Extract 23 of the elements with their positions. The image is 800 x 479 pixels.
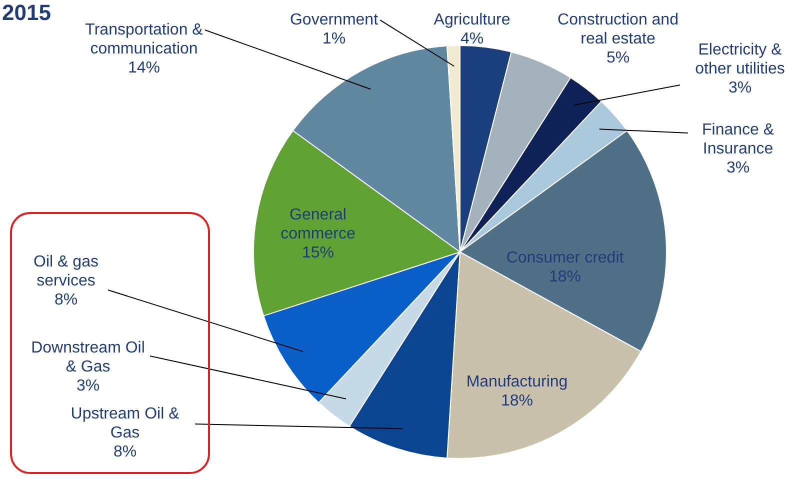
data-label: 18% — [500, 392, 534, 410]
data-label: 5% — [606, 49, 630, 66]
data-label: 1% — [322, 30, 346, 48]
data-label: 3% — [726, 159, 750, 176]
data-label: 15% — [302, 244, 334, 262]
chart-title: 2015 — [2, 0, 51, 26]
data-label: 4% — [460, 30, 484, 48]
data-label: 8% — [113, 443, 137, 460]
slice-label: Downstream Oil & Gas — [31, 339, 145, 376]
slice-label: Manufacturing — [466, 373, 568, 390]
slice-label: Finance & Insurance — [702, 121, 774, 158]
slice-label: Oil & gas services — [34, 253, 98, 290]
data-label: 3% — [728, 79, 752, 96]
slice-label: Government — [290, 11, 379, 28]
data-label: 3% — [76, 377, 100, 394]
slice-label: Agriculture — [434, 11, 510, 28]
data-label: 8% — [54, 291, 78, 308]
slice-label: General commerce — [280, 206, 356, 242]
slice-label: Transportation & communication — [85, 21, 204, 58]
slice-label: Construction and real estate — [558, 11, 678, 48]
data-label: 14% — [128, 59, 160, 76]
slice-label: Electricity & other utilities — [695, 41, 785, 78]
slice-label: Upstream Oil & Gas — [70, 405, 180, 442]
